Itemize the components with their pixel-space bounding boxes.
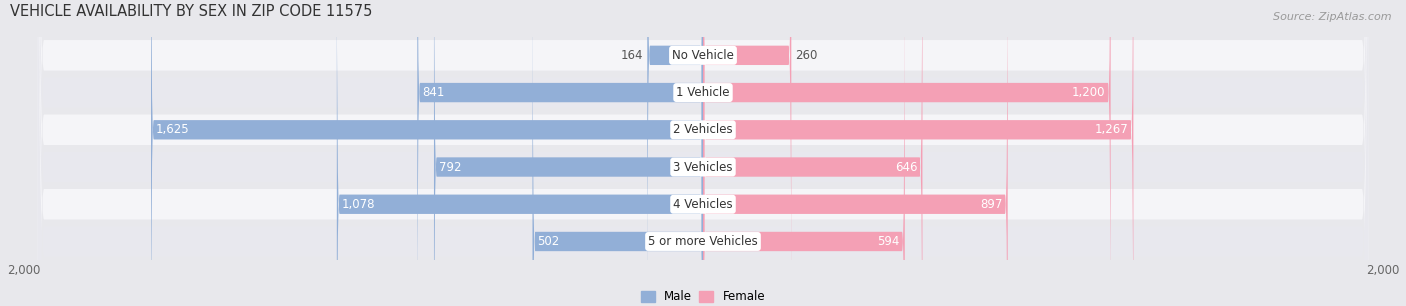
- Text: 260: 260: [796, 49, 818, 62]
- Text: 1,625: 1,625: [156, 123, 190, 136]
- FancyBboxPatch shape: [703, 0, 905, 306]
- FancyBboxPatch shape: [703, 0, 792, 306]
- Text: 841: 841: [422, 86, 444, 99]
- FancyBboxPatch shape: [37, 0, 1369, 306]
- Legend: Male, Female: Male, Female: [641, 290, 765, 303]
- Text: 4 Vehicles: 4 Vehicles: [673, 198, 733, 211]
- Text: 1,267: 1,267: [1094, 123, 1128, 136]
- Text: 164: 164: [620, 49, 643, 62]
- Text: 792: 792: [439, 161, 461, 174]
- FancyBboxPatch shape: [703, 0, 1133, 306]
- Text: 1,200: 1,200: [1071, 86, 1105, 99]
- Text: 897: 897: [980, 198, 1002, 211]
- FancyBboxPatch shape: [703, 0, 922, 306]
- FancyBboxPatch shape: [337, 0, 703, 306]
- Text: 502: 502: [537, 235, 560, 248]
- FancyBboxPatch shape: [533, 0, 703, 306]
- Text: 1 Vehicle: 1 Vehicle: [676, 86, 730, 99]
- FancyBboxPatch shape: [150, 0, 703, 306]
- FancyBboxPatch shape: [37, 0, 1369, 306]
- Text: 1,078: 1,078: [342, 198, 375, 211]
- Text: 646: 646: [894, 161, 917, 174]
- Text: 5 or more Vehicles: 5 or more Vehicles: [648, 235, 758, 248]
- Text: 3 Vehicles: 3 Vehicles: [673, 161, 733, 174]
- FancyBboxPatch shape: [37, 0, 1369, 306]
- FancyBboxPatch shape: [647, 0, 703, 306]
- FancyBboxPatch shape: [37, 0, 1369, 306]
- Text: 594: 594: [877, 235, 900, 248]
- FancyBboxPatch shape: [37, 0, 1369, 306]
- Text: 2 Vehicles: 2 Vehicles: [673, 123, 733, 136]
- Text: No Vehicle: No Vehicle: [672, 49, 734, 62]
- FancyBboxPatch shape: [418, 0, 703, 306]
- FancyBboxPatch shape: [434, 0, 703, 306]
- Text: Source: ZipAtlas.com: Source: ZipAtlas.com: [1274, 12, 1392, 22]
- Text: VEHICLE AVAILABILITY BY SEX IN ZIP CODE 11575: VEHICLE AVAILABILITY BY SEX IN ZIP CODE …: [10, 4, 373, 19]
- FancyBboxPatch shape: [37, 0, 1369, 306]
- FancyBboxPatch shape: [703, 0, 1111, 306]
- FancyBboxPatch shape: [703, 0, 1008, 306]
